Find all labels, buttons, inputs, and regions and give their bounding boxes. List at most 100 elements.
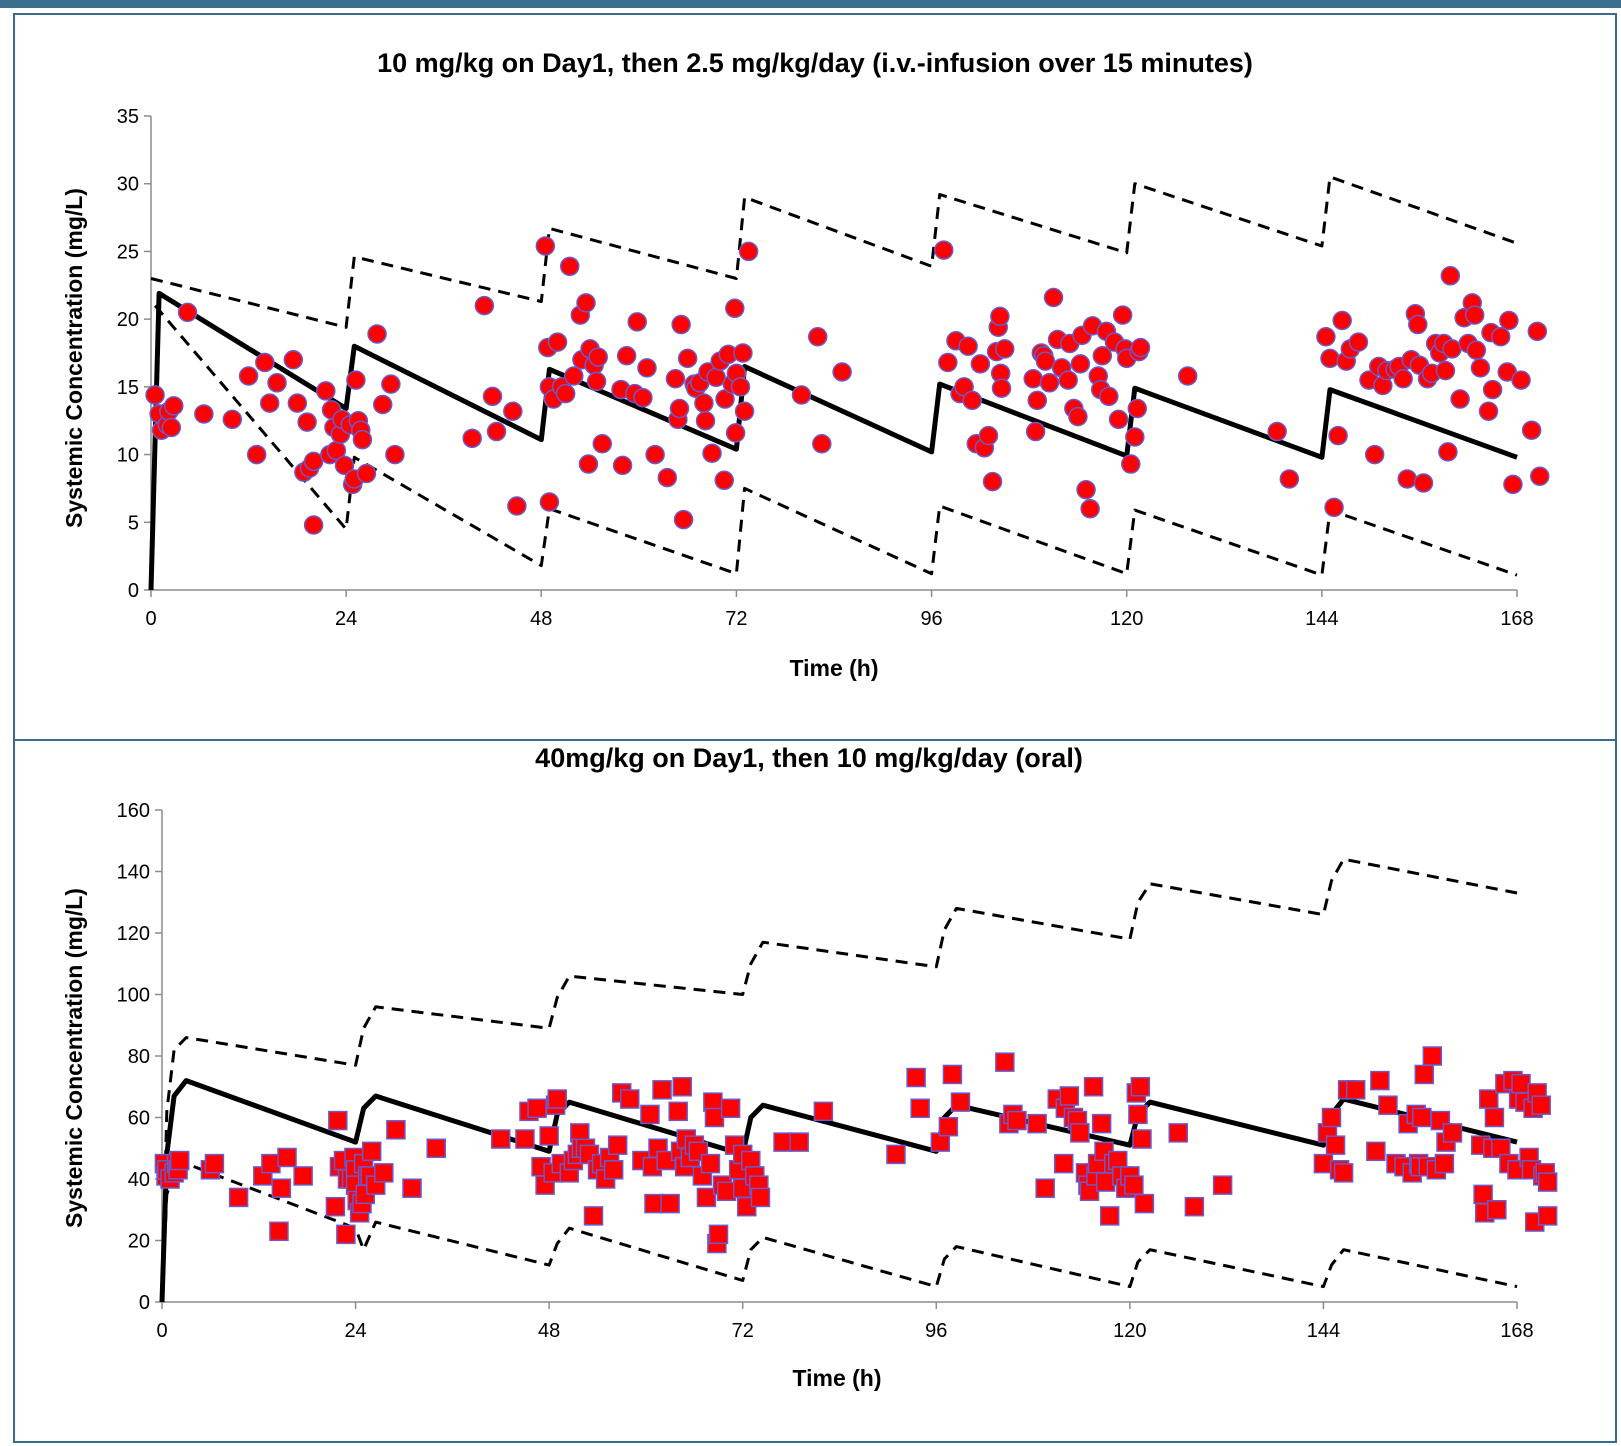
data-point <box>1393 368 1413 389</box>
x-tick-label: 72 <box>725 608 747 630</box>
data-point <box>1484 1107 1505 1128</box>
data-point <box>426 1138 446 1158</box>
data-point <box>1408 314 1428 335</box>
data-point <box>267 373 287 393</box>
data-point <box>906 1067 926 1088</box>
data-point <box>503 401 523 421</box>
data-point <box>564 366 584 386</box>
data-point <box>702 443 722 463</box>
x-tick-label: 96 <box>925 1320 947 1342</box>
data-point <box>750 1187 771 1208</box>
data-point <box>588 347 608 367</box>
data-point <box>547 332 568 352</box>
data-point <box>990 306 1010 327</box>
data-point <box>1125 427 1145 447</box>
data-point <box>1127 398 1148 419</box>
data-point <box>1378 1095 1398 1115</box>
data-point <box>1490 326 1511 347</box>
data-point <box>1023 368 1043 389</box>
data-point <box>334 455 355 476</box>
data-point <box>1435 360 1456 381</box>
data-point <box>1035 1178 1055 1198</box>
data-point <box>1442 339 1462 359</box>
chart-panel-top: 10 mg/kg on Day1, then 2.5 mg/kg/day (i.… <box>13 13 1617 741</box>
data-point <box>700 1153 721 1174</box>
data-point <box>1068 406 1088 427</box>
data-point <box>657 467 678 488</box>
y-tick-label: 30 <box>117 174 139 196</box>
data-point <box>474 295 495 316</box>
data-point <box>346 370 366 390</box>
y-tick-label: 120 <box>117 923 150 945</box>
data-point <box>812 433 832 454</box>
data-point <box>374 1163 394 1183</box>
data-point <box>995 1052 1015 1072</box>
data-point <box>1479 1089 1499 1109</box>
data-point <box>515 1129 535 1149</box>
x-tick-label: 0 <box>156 1320 167 1342</box>
data-point <box>1039 373 1060 393</box>
data-point <box>1212 1175 1233 1195</box>
data-point <box>336 1224 356 1245</box>
data-point <box>1168 1123 1188 1143</box>
y-tick-label: 160 <box>117 800 150 822</box>
data-point <box>725 423 746 443</box>
data-point <box>733 343 753 363</box>
data-point <box>1091 1113 1112 1134</box>
data-point <box>1025 421 1046 442</box>
data-point <box>1070 1123 1090 1143</box>
chart-title: 10 mg/kg on Day1, then 2.5 mg/kg/day (i.… <box>377 48 1253 78</box>
data-point <box>1413 473 1434 493</box>
data-point <box>1267 421 1287 442</box>
data-point <box>238 366 259 386</box>
chart-title: 40mg/kg on Day1, then 10 mg/kg/day (oral… <box>535 743 1083 773</box>
x-tick-label: 96 <box>920 608 942 630</box>
data-point <box>695 410 716 431</box>
data-point <box>1099 386 1119 407</box>
data-point <box>555 383 576 404</box>
percentile-line <box>160 1159 1518 1303</box>
data-point <box>356 463 377 484</box>
data-point <box>269 1221 289 1242</box>
data-point <box>386 1120 406 1140</box>
percentile-line <box>153 304 1518 577</box>
data-point <box>1130 1077 1151 1097</box>
data-point <box>773 1132 793 1152</box>
data-point <box>1464 305 1485 325</box>
data-point <box>938 352 958 373</box>
data-point <box>978 425 999 446</box>
data-point <box>486 421 507 442</box>
data-point <box>1537 1206 1558 1226</box>
y-tick-label: 15 <box>117 377 139 399</box>
data-point <box>1128 1104 1148 1125</box>
data-point <box>578 454 599 474</box>
data-point <box>592 433 613 454</box>
data-point <box>673 509 694 530</box>
data-point <box>1530 466 1550 486</box>
data-point <box>303 451 324 472</box>
median-line <box>159 1078 1518 1303</box>
data-point <box>1527 321 1548 342</box>
data-point <box>507 496 527 516</box>
data-point <box>491 1129 511 1149</box>
x-tick-label: 48 <box>530 608 552 630</box>
data-point <box>671 314 691 335</box>
data-point <box>1345 1080 1366 1100</box>
data-point <box>1316 326 1336 347</box>
data-point <box>1412 1107 1432 1128</box>
data-point <box>665 368 686 389</box>
data-point <box>1478 401 1499 421</box>
data-point <box>958 336 978 356</box>
data-point <box>1027 1113 1047 1134</box>
data-point <box>1083 1077 1104 1097</box>
data-point <box>1521 420 1542 440</box>
data-point <box>1320 348 1340 369</box>
data-point <box>1328 425 1348 446</box>
x-tick-label: 72 <box>732 1320 754 1342</box>
data-point <box>261 1153 281 1174</box>
data-point <box>527 1098 547 1119</box>
data-point <box>607 1135 628 1155</box>
y-tick-label: 25 <box>117 241 139 263</box>
data-point <box>970 354 991 374</box>
data-point <box>637 358 657 378</box>
